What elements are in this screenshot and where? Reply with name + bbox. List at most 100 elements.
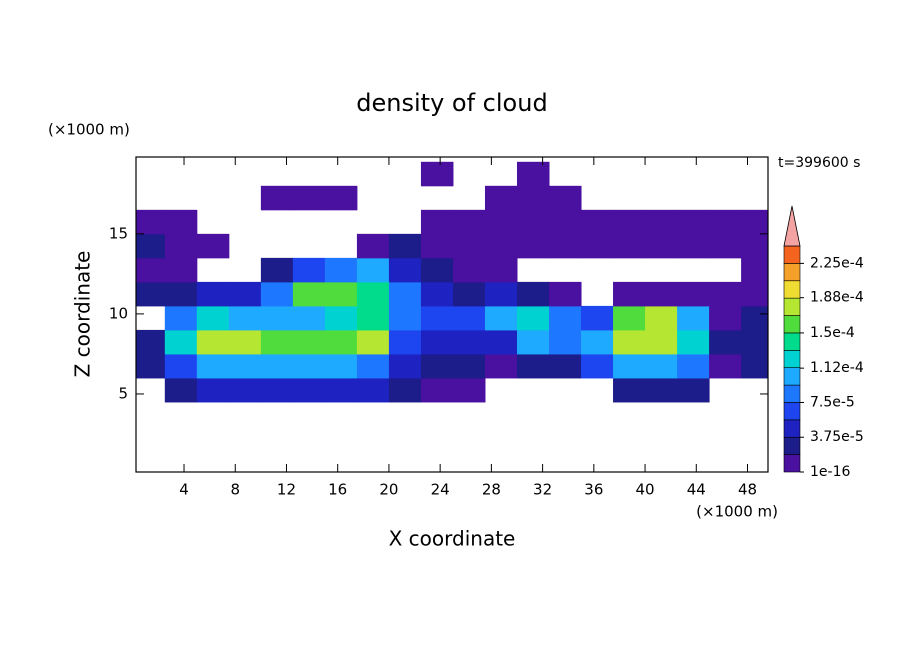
contour-cell (741, 257, 768, 283)
contour-cell (136, 209, 166, 235)
contour-cell (228, 305, 262, 331)
x-tick-label: 24 (431, 481, 450, 499)
contour-cell (484, 257, 518, 283)
colorbar-swatch (783, 436, 801, 455)
contour-cell (292, 257, 326, 283)
contour-cell (292, 305, 326, 331)
contour-cell (516, 353, 550, 379)
contour-cell (549, 329, 582, 355)
contour-cell (645, 353, 678, 379)
x-tick-label: 44 (687, 481, 706, 499)
contour-cell (452, 233, 486, 259)
contour-cell (164, 209, 198, 235)
contour-cell (324, 257, 358, 283)
contour-cell (645, 281, 678, 307)
contour-cell (613, 305, 646, 331)
colorbar-swatch (783, 332, 801, 351)
contour-cell (260, 305, 294, 331)
contour-cell (677, 377, 710, 403)
contour-cell (420, 305, 454, 331)
contour-cell (164, 377, 198, 403)
x-tick-label: 8 (230, 481, 240, 499)
contour-cell (581, 305, 614, 331)
colorbar-swatch (783, 367, 801, 386)
contour-cell (741, 233, 768, 259)
contour-cell (356, 329, 390, 355)
contour-cell (388, 305, 422, 331)
contour-cell (709, 329, 742, 355)
contour-cell (196, 281, 230, 307)
contour-cell (613, 209, 646, 235)
colorbar-tick-label: 1.88e-4 (810, 290, 864, 306)
contour-cell (260, 377, 294, 403)
x-tick-label: 32 (533, 481, 552, 499)
contour-cell (388, 233, 422, 259)
contour-cell (741, 209, 768, 235)
contour-cell (356, 233, 390, 259)
colorbar-swatch (783, 454, 801, 473)
x-tick-label: 12 (277, 481, 296, 499)
contour-cell (484, 185, 518, 211)
contour-cell (741, 281, 768, 307)
contour-cell (292, 377, 326, 403)
contour-cell (196, 377, 230, 403)
contour-cell (260, 353, 294, 379)
contour-cell (516, 233, 550, 259)
colorbar-swatch (783, 297, 801, 316)
contour-cell (356, 257, 390, 283)
colorbar-tick-label: 3.75e-5 (810, 429, 864, 445)
contour-cell (516, 161, 550, 187)
plot-frame (135, 156, 769, 473)
contour-cell (420, 233, 454, 259)
contour-cell (677, 281, 710, 307)
contour-cell (452, 209, 486, 235)
x-tick-label: 16 (328, 481, 347, 499)
contour-cell (516, 329, 550, 355)
colorbar-swatch (783, 263, 801, 282)
contour-cell (452, 329, 486, 355)
contour-cell (356, 305, 390, 331)
contour-cell (228, 281, 262, 307)
contour-cell (613, 377, 646, 403)
y-tick-label: 15 (109, 224, 128, 242)
contour-cell (516, 281, 550, 307)
contour-cell (452, 353, 486, 379)
contour-cell (677, 209, 710, 235)
contour-cell (228, 353, 262, 379)
contour-cell (164, 281, 198, 307)
contour-cell (516, 185, 550, 211)
contour-cell (388, 329, 422, 355)
contour-cell (549, 305, 582, 331)
colorbar-swatch (783, 280, 801, 299)
contour-cell (677, 329, 710, 355)
contour-cell (228, 377, 262, 403)
y-tick-label: 5 (118, 384, 128, 402)
x-unit: (×1000 m) (696, 503, 778, 521)
contour-cell (581, 233, 614, 259)
contour-cell (164, 257, 198, 283)
colorbar-swatch (783, 315, 801, 334)
contour-cell (260, 185, 294, 211)
colorbar-tick-label: 2.25e-4 (810, 255, 864, 271)
contour-cell (613, 281, 646, 307)
contour-cell (581, 209, 614, 235)
colorbar-tick-label: 1.12e-4 (810, 360, 864, 376)
contour-cell (645, 329, 678, 355)
x-tick-label: 28 (482, 481, 501, 499)
contour-cell (484, 353, 518, 379)
contour-cell (324, 281, 358, 307)
annotation: t=399600 s (778, 155, 860, 171)
contour-cell (484, 329, 518, 355)
contour-cell (324, 329, 358, 355)
contour-cell (741, 329, 768, 355)
contour-cell (709, 209, 742, 235)
colorbar-swatch (783, 245, 801, 264)
contour-cell (388, 257, 422, 283)
contour-cell (677, 305, 710, 331)
contour-cell (741, 353, 768, 379)
contour-cell (420, 377, 454, 403)
contour-cell (581, 353, 614, 379)
contour-cell (549, 233, 582, 259)
contour-cell (549, 353, 582, 379)
contour-cell (420, 161, 454, 187)
